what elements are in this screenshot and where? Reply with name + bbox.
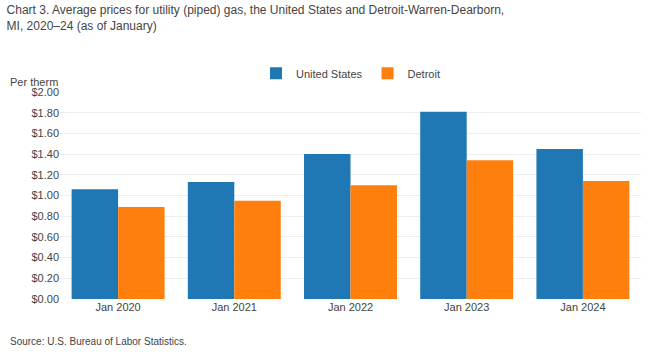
svg-text:Jan 2024: Jan 2024 — [560, 301, 605, 313]
svg-text:$1.80: $1.80 — [31, 107, 59, 119]
svg-text:$0.80: $0.80 — [31, 210, 59, 222]
svg-text:Chart 3. Average prices for ut: Chart 3. Average prices for utility (pip… — [7, 3, 505, 33]
svg-text:Jan 2023: Jan 2023 — [444, 301, 489, 313]
svg-text:Per therm: Per therm — [10, 76, 58, 88]
svg-text:Source: U.S. Bureau of Labor S: Source: U.S. Bureau of Labor Statistics. — [10, 336, 187, 347]
svg-text:United States: United States — [296, 68, 363, 80]
svg-text:$2.00: $2.00 — [31, 86, 59, 98]
svg-text:$1.60: $1.60 — [31, 127, 59, 139]
svg-text:$1.00: $1.00 — [31, 189, 59, 201]
svg-text:Detroit: Detroit — [408, 68, 440, 80]
svg-text:Jan 2021: Jan 2021 — [212, 301, 257, 313]
svg-text:$0.00: $0.00 — [31, 293, 59, 305]
svg-text:Jan 2020: Jan 2020 — [95, 301, 140, 313]
svg-text:$1.40: $1.40 — [31, 148, 59, 160]
svg-text:$0.40: $0.40 — [31, 251, 59, 263]
svg-text:$0.20: $0.20 — [31, 272, 59, 284]
svg-text:Jan 2022: Jan 2022 — [328, 301, 373, 313]
svg-text:$1.20: $1.20 — [31, 169, 59, 181]
svg-text:$0.60: $0.60 — [31, 231, 59, 243]
